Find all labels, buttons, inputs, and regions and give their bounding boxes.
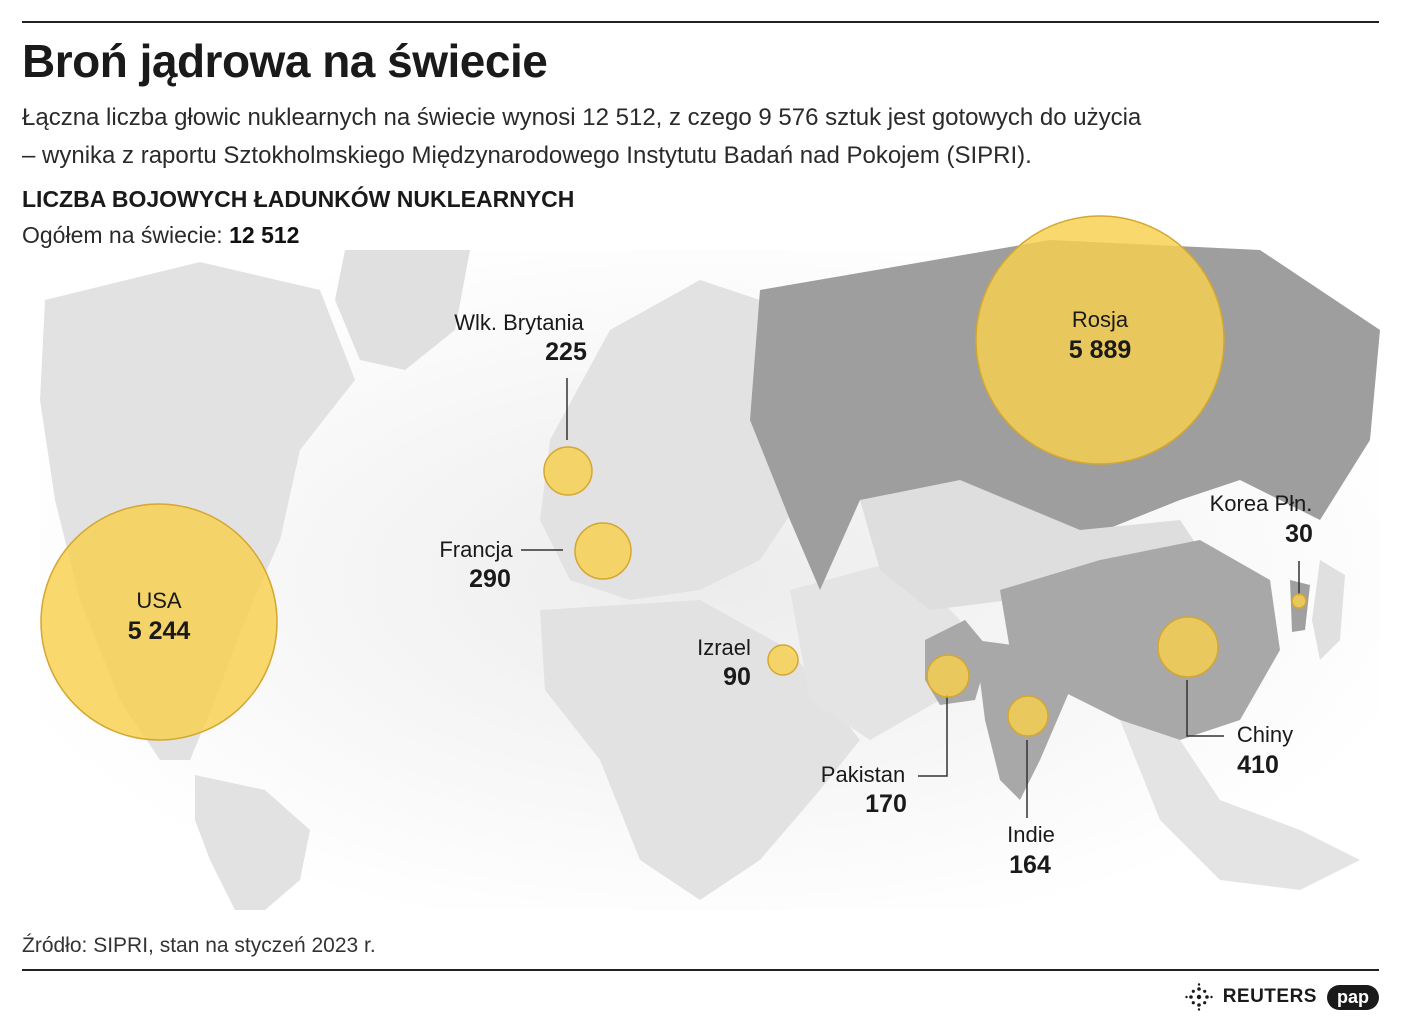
pakistan-name-label: Pakistan — [821, 762, 905, 787]
europe-shape — [540, 280, 800, 600]
russia-bubble[interactable] — [975, 215, 1225, 465]
france-value-label: 290 — [469, 565, 511, 593]
section-heading: LICZBA BOJOWYCH ŁADUNKÓW NUKLEARNYCH — [22, 186, 575, 212]
france-name-label: Francja — [439, 537, 513, 562]
greenland-shape — [335, 250, 470, 370]
usa-bubble[interactable] — [40, 503, 278, 741]
world-total-label: Ogółem na świecie: — [22, 222, 223, 248]
pakistan-value-label: 170 — [865, 790, 907, 818]
nkorea-value-label: 30 — [1285, 520, 1313, 548]
pakistan-leader-line — [918, 695, 948, 777]
uk-name-label: Wlk. Brytania — [454, 310, 584, 335]
pap-logo: pap — [1326, 984, 1379, 1010]
usa-value-label: 5 244 — [128, 617, 191, 645]
china-bubble[interactable] — [1157, 616, 1219, 678]
usa-name-label: USA — [136, 588, 182, 613]
china-leader-line — [1186, 680, 1224, 737]
southeast-asia-shape — [1120, 720, 1360, 890]
israel-name-label: Izrael — [697, 635, 751, 660]
subtitle-line-2: – wynika z raportu Sztokholmskiego Międz… — [22, 142, 1032, 169]
south-america-shape — [195, 775, 310, 910]
subtitle-line-1: Łączna liczba głowic nuklearnych na świe… — [22, 104, 1142, 131]
country-markers: USA 5 244 Rosja 5 889 Wlk. Brytania 225 … — [40, 215, 1313, 879]
bottom-rule — [22, 969, 1379, 971]
world-total: Ogółem na świecie: 12 512 — [22, 222, 299, 249]
nkorea-bubble[interactable] — [1291, 593, 1307, 609]
india-bubble[interactable] — [1007, 695, 1049, 737]
russia-name-label: Rosja — [1072, 307, 1129, 332]
india-value-label: 164 — [1009, 851, 1051, 879]
nkorea-name-label: Korea Płn. — [1210, 491, 1313, 516]
france-bubble[interactable] — [574, 522, 632, 580]
china-name-label: Chiny — [1237, 722, 1293, 747]
israel-bubble[interactable] — [767, 644, 799, 676]
reuters-dots-icon — [1184, 983, 1213, 1011]
world-total-value: 12 512 — [229, 222, 300, 248]
pakistan-bubble[interactable] — [926, 654, 970, 698]
publisher-logos: REUTERS pap — [1184, 983, 1379, 1011]
russia-value-label: 5 889 — [1069, 336, 1132, 364]
middle-east-shape — [790, 560, 960, 740]
japan-shape — [1312, 560, 1345, 660]
source-note: Źródło: SIPRI, stan na styczeń 2023 r. — [22, 934, 376, 957]
page-title: Broń jądrowa na świecie — [22, 35, 548, 87]
china-value-label: 410 — [1237, 751, 1279, 779]
reuters-logo-text: REUTERS — [1222, 986, 1317, 1007]
israel-value-label: 90 — [723, 663, 751, 691]
india-name-label: Indie — [1007, 822, 1055, 847]
uk-bubble[interactable] — [543, 446, 593, 496]
uk-value-label: 225 — [545, 338, 587, 366]
top-rule — [22, 21, 1379, 23]
